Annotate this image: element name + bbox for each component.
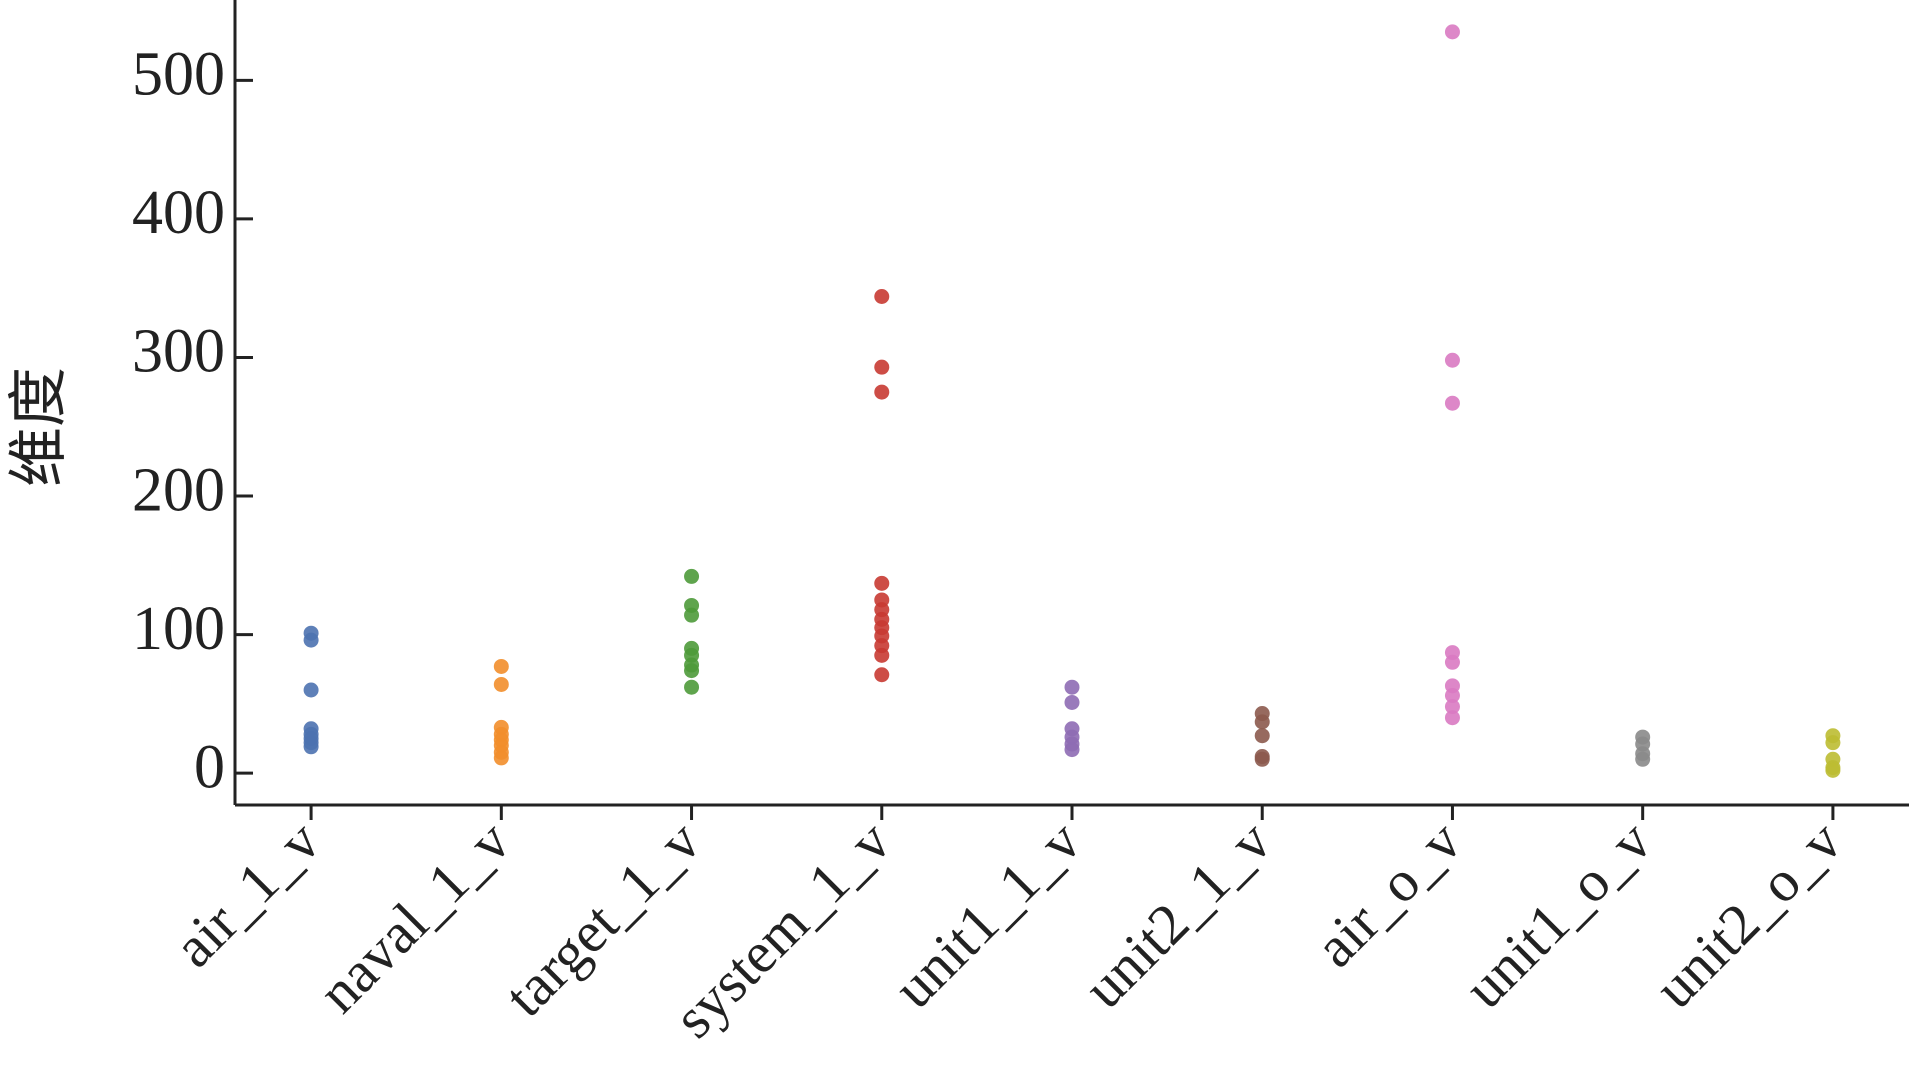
point [1064, 742, 1080, 758]
point [493, 676, 509, 692]
point [684, 679, 700, 695]
y-tick-label: 200 [132, 456, 225, 524]
y-tick-label: 400 [132, 179, 225, 247]
x-tick-label: unit1_1_v [881, 808, 1093, 1020]
point [874, 575, 890, 591]
point [1444, 24, 1460, 40]
point [1825, 762, 1841, 778]
y-tick-label: 0 [194, 733, 225, 801]
point [1444, 654, 1460, 670]
x-tick-label: unit2_1_v [1071, 808, 1283, 1020]
point [874, 289, 890, 305]
point [1635, 751, 1651, 767]
point [684, 663, 700, 679]
x-tick-label: unit1_o_v [1452, 808, 1664, 1020]
point [1825, 735, 1841, 751]
point [303, 632, 319, 648]
point [303, 682, 319, 698]
point [874, 359, 890, 375]
point [1444, 710, 1460, 726]
point [1064, 694, 1080, 710]
point [303, 739, 319, 755]
point [493, 658, 509, 674]
point [684, 607, 700, 623]
y-tick-label: 500 [132, 41, 225, 109]
point [1444, 395, 1460, 411]
point [1254, 714, 1270, 730]
x-tick-label: air_o_v [1302, 808, 1473, 979]
point [874, 384, 890, 400]
x-tick-label: unit2_o_v [1642, 808, 1854, 1020]
x-tick-label: naval_1_v [306, 808, 523, 1025]
point [1254, 728, 1270, 744]
point [1254, 751, 1270, 767]
point [684, 568, 700, 584]
point [874, 647, 890, 663]
y-axis-label: 维度 [6, 367, 72, 487]
point [493, 750, 509, 766]
point [1444, 699, 1460, 715]
x-tick-label: air_1_v [161, 808, 332, 979]
point [1444, 688, 1460, 704]
point [874, 667, 890, 683]
point [1064, 679, 1080, 695]
point [1444, 352, 1460, 368]
y-tick-label: 300 [132, 318, 225, 386]
y-tick-label: 100 [132, 595, 225, 663]
